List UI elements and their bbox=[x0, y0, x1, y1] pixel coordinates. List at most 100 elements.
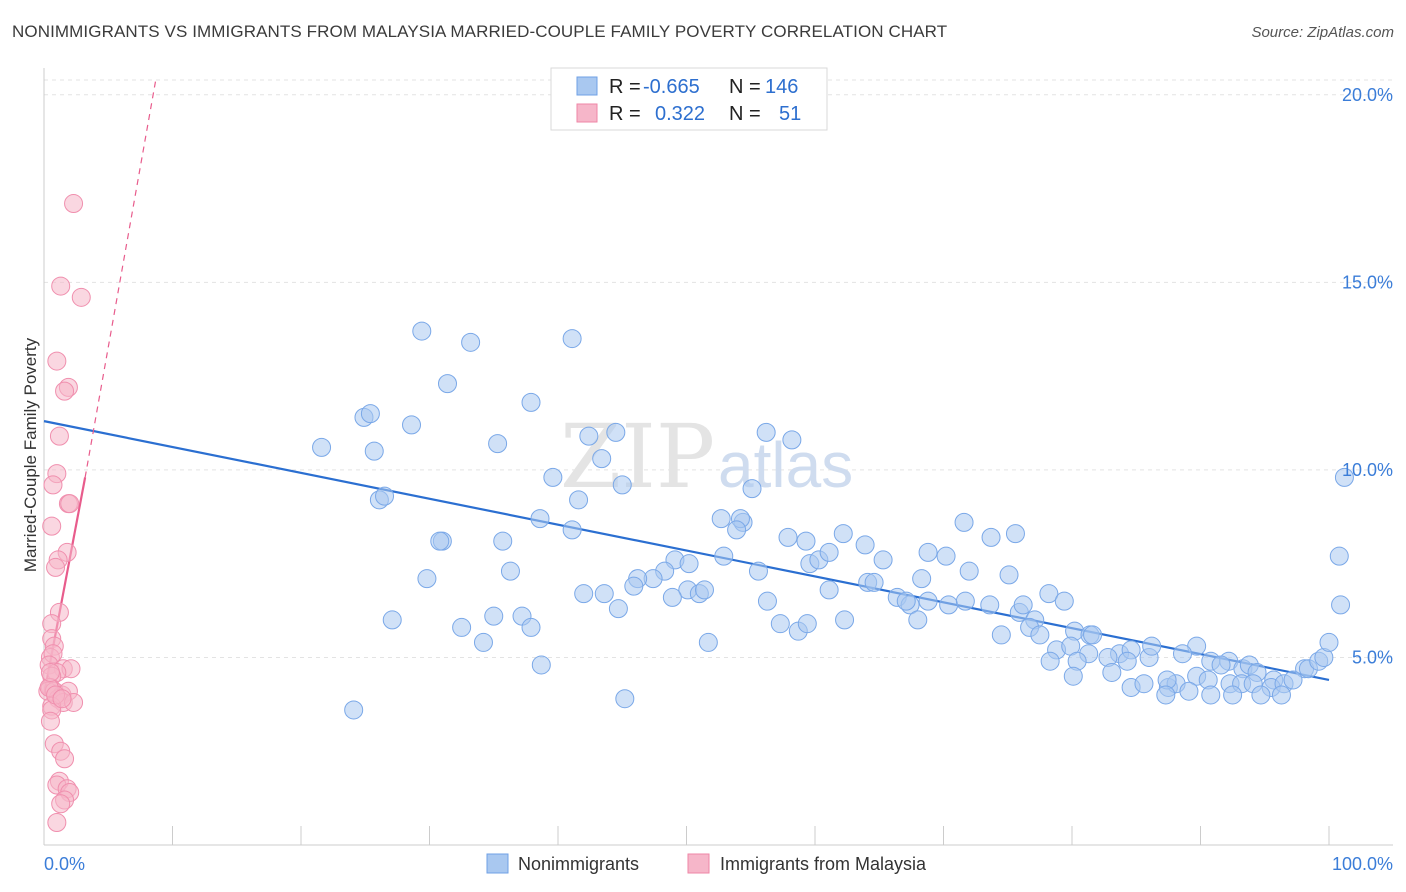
point-nonimmigrants bbox=[980, 595, 1000, 615]
point-nonimmigrants bbox=[855, 535, 875, 555]
watermark-zip: ZIP bbox=[560, 405, 715, 508]
point-nonimmigrants bbox=[864, 572, 884, 592]
point-nonimmigrants bbox=[1117, 651, 1137, 671]
point-nonimmigrants bbox=[412, 321, 432, 341]
point-nonimmigrants bbox=[873, 550, 893, 570]
point-malaysia bbox=[47, 351, 67, 371]
legend-n-value-2: 51 bbox=[779, 103, 801, 125]
point-nonimmigrants bbox=[1201, 685, 1221, 705]
point-nonimmigrants bbox=[430, 531, 450, 551]
point-nonimmigrants bbox=[1039, 584, 1059, 604]
point-nonimmigrants bbox=[918, 542, 938, 562]
point-nonimmigrants bbox=[452, 617, 472, 637]
legend-n-value-1: 146 bbox=[765, 76, 798, 98]
point-nonimmigrants bbox=[991, 625, 1011, 645]
point-nonimmigrants bbox=[918, 591, 938, 611]
trend-lines bbox=[42, 79, 1330, 696]
point-nonimmigrants bbox=[981, 527, 1001, 547]
point-nonimmigrants bbox=[756, 422, 776, 442]
source-label: Source: ZipAtlas.com bbox=[1251, 24, 1394, 41]
point-nonimmigrants bbox=[1054, 591, 1074, 611]
point-malaysia bbox=[51, 276, 71, 296]
chart-title: NONIMMIGRANTS VS IMMIGRANTS FROM MALAYSI… bbox=[12, 22, 948, 41]
legend-r-value-1: -0.665 bbox=[643, 76, 700, 98]
x-tick-label: 100.0% bbox=[1332, 854, 1393, 874]
grid-lines bbox=[44, 79, 1393, 658]
point-nonimmigrants bbox=[662, 587, 682, 607]
point-nonimmigrants bbox=[896, 591, 916, 611]
point-nonimmigrants bbox=[1083, 625, 1103, 645]
point-nonimmigrants bbox=[1329, 546, 1349, 566]
point-nonimmigrants bbox=[1211, 655, 1231, 675]
point-nonimmigrants bbox=[1040, 651, 1060, 671]
point-nonimmigrants bbox=[1013, 595, 1033, 615]
legend-r-value-2: 0.322 bbox=[655, 103, 705, 125]
legend-n-label-2: N = bbox=[729, 103, 761, 125]
legend-r-label-2: R = bbox=[609, 103, 641, 125]
y-tick-label: 20.0% bbox=[1342, 85, 1393, 105]
point-nonimmigrants bbox=[778, 527, 798, 547]
point-nonimmigrants bbox=[543, 467, 563, 487]
point-nonimmigrants bbox=[521, 617, 541, 637]
legend-swatch-malaysia bbox=[576, 103, 598, 123]
point-nonimmigrants bbox=[493, 531, 513, 551]
point-nonimmigrants bbox=[344, 700, 364, 720]
point-nonimmigrants bbox=[608, 599, 628, 619]
point-nonimmigrants bbox=[579, 426, 599, 446]
point-malaysia bbox=[43, 475, 63, 495]
point-nonimmigrants bbox=[521, 392, 541, 412]
point-nonimmigrants bbox=[1142, 636, 1162, 656]
y-tick-label: 10.0% bbox=[1342, 460, 1393, 480]
point-nonimmigrants bbox=[624, 576, 644, 596]
series-legend: Nonimmigrants Immigrants from Malaysia bbox=[486, 853, 927, 874]
point-nonimmigrants bbox=[594, 584, 614, 604]
point-nonimmigrants bbox=[402, 415, 422, 435]
point-nonimmigrants bbox=[1134, 674, 1154, 694]
point-malaysia bbox=[55, 749, 75, 769]
point-nonimmigrants bbox=[569, 490, 589, 510]
legend-n-label-1: N = bbox=[729, 76, 761, 98]
point-nonimmigrants bbox=[1030, 625, 1050, 645]
point-nonimmigrants bbox=[908, 610, 928, 630]
point-nonimmigrants bbox=[757, 591, 777, 611]
point-nonimmigrants bbox=[500, 561, 520, 581]
point-malaysia bbox=[42, 516, 62, 536]
point-nonimmigrants bbox=[1271, 685, 1291, 705]
legend-r-label-1: R = bbox=[609, 76, 641, 98]
point-nonimmigrants bbox=[1063, 666, 1083, 686]
y-tick-label: 5.0% bbox=[1352, 647, 1393, 667]
axes bbox=[43, 68, 1393, 846]
point-nonimmigrants bbox=[1283, 670, 1303, 690]
point-nonimmigrants bbox=[679, 554, 699, 574]
point-nonimmigrants bbox=[1173, 644, 1193, 664]
point-nonimmigrants bbox=[748, 561, 768, 581]
legend-swatch-nonimmigrants bbox=[576, 76, 598, 96]
y-axis-label: Married-Couple Family Poverty bbox=[21, 337, 40, 572]
point-nonimmigrants bbox=[1156, 685, 1176, 705]
point-nonimmigrants bbox=[606, 422, 626, 442]
point-nonimmigrants bbox=[819, 580, 839, 600]
point-nonimmigrants bbox=[1005, 524, 1025, 544]
point-nonimmigrants bbox=[615, 689, 635, 709]
y-tick-label: 15.0% bbox=[1342, 272, 1393, 292]
point-nonimmigrants bbox=[714, 546, 734, 566]
point-nonimmigrants bbox=[562, 520, 582, 540]
point-nonimmigrants bbox=[711, 509, 731, 529]
point-malaysia bbox=[46, 557, 66, 577]
point-nonimmigrants bbox=[312, 437, 332, 457]
point-nonimmigrants bbox=[912, 569, 932, 589]
x-tick-label: 0.0% bbox=[44, 854, 85, 874]
legend-swatch-malaysia-bottom bbox=[687, 853, 710, 874]
legend-label-malaysia: Immigrants from Malaysia bbox=[720, 854, 927, 874]
point-malaysia bbox=[71, 287, 91, 307]
point-nonimmigrants bbox=[1319, 632, 1339, 652]
point-nonimmigrants bbox=[488, 434, 508, 454]
point-nonimmigrants bbox=[530, 509, 550, 529]
point-malaysia bbox=[64, 194, 84, 214]
point-nonimmigrants bbox=[742, 479, 762, 499]
point-nonimmigrants bbox=[1251, 685, 1271, 705]
point-nonimmigrants bbox=[1102, 662, 1122, 682]
point-nonimmigrants bbox=[936, 546, 956, 566]
point-nonimmigrants bbox=[375, 486, 395, 506]
point-nonimmigrants bbox=[797, 614, 817, 634]
